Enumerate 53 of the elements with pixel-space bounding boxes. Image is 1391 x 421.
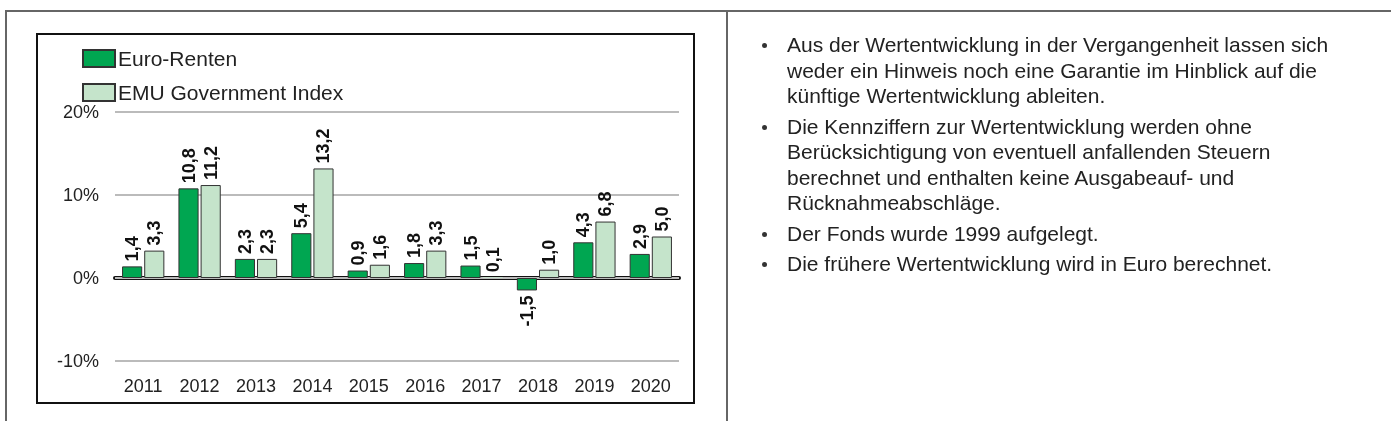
text: Aus der Wertentwicklung in der Vergangenheit lassen sich weder ein Hinweis noch eine Garantie im Hinblick auf die künftige Wertentwicklung ableiten.: [787, 33, 1329, 107]
data-label: 3,3: [144, 220, 165, 246]
data-label: 2,9: [629, 223, 650, 249]
bar: [369, 264, 390, 278]
legend-label: EMU Government Index: [118, 81, 344, 104]
x-tick-label: 2018: [517, 376, 559, 396]
data-label: 5,0: [651, 206, 672, 232]
text: Der Fonds wurde 1999 aufgelegt.: [787, 221, 1099, 245]
x-tick-label: 2016: [405, 376, 446, 396]
data-label: 10,8: [178, 148, 199, 184]
bar: [629, 253, 650, 278]
data-label: 1,0: [539, 239, 560, 265]
data-label: 0,1: [482, 247, 503, 273]
data-label: 4,3: [573, 212, 594, 238]
x-tick-label: 2012: [179, 376, 220, 396]
data-label: 2,3: [234, 228, 255, 254]
y-tick-label: 10%: [62, 185, 99, 205]
x-tick-label: 2017: [461, 376, 502, 396]
x-tick-label: 2014: [292, 376, 333, 396]
data-label: 1,5: [460, 235, 481, 261]
bar: [539, 269, 560, 278]
data-label: 5,4: [291, 203, 312, 229]
bar: [404, 263, 425, 278]
bar: [144, 250, 165, 278]
bar: [234, 258, 255, 278]
data-label: 1,6: [369, 234, 390, 260]
data-label: 6,8: [595, 191, 616, 217]
legend-label: Euro-Renten: [118, 47, 238, 70]
data-label: 13,2: [313, 128, 334, 164]
text: Die frühere Wertentwicklung wird in Euro berechnet.: [787, 252, 1273, 275]
data-label: 3,3: [426, 220, 447, 246]
x-tick-label: 2015: [348, 376, 389, 396]
data-label: 0,9: [347, 240, 368, 266]
x-tick-label: 2013: [235, 376, 277, 396]
bar: [516, 278, 537, 291]
data-label: 11,2: [200, 145, 221, 181]
bar: [347, 270, 368, 278]
data-label: 1,4: [122, 236, 143, 262]
y-tick-label: 0%: [72, 268, 99, 288]
x-tick-label: 2020: [630, 376, 671, 396]
bar: [426, 250, 447, 278]
bar: [122, 266, 143, 278]
data-label: 2,3: [257, 228, 278, 254]
bar: [651, 236, 672, 278]
x-tick-label: 2019: [574, 376, 615, 396]
y-tick-label: -10%: [56, 351, 99, 371]
bar: [460, 265, 481, 278]
text: Die Kennziffern zur Wertentwicklung werden ohne Berücksichtigung von eventuell anfallenden Steuern berechnet und enthalten keine Ausgabeauf- und Rücknahmeabschläge.: [787, 114, 1271, 214]
data-label: 1,8: [404, 233, 425, 259]
bar: [257, 258, 278, 278]
x-tick-label: 2011: [123, 376, 163, 396]
data-label: -1,5: [516, 295, 537, 327]
y-tick-label: 20%: [62, 102, 99, 122]
